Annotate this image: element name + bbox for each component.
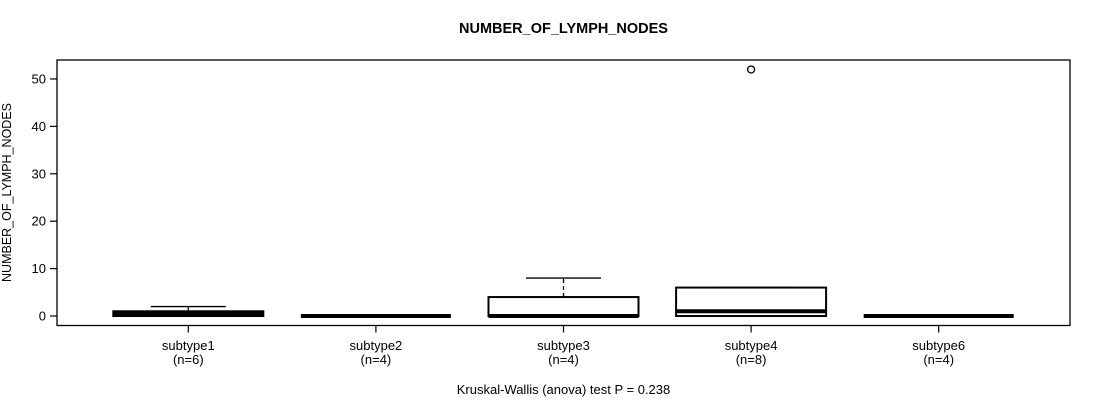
box — [487, 296, 640, 318]
x-axis-sublabel: (n=6) — [173, 352, 204, 367]
x-axis-label: subtype3 — [537, 338, 590, 353]
x-axis-label: subtype6 — [912, 338, 965, 353]
outlier-point — [746, 65, 756, 74]
y-tick-label: 0 — [39, 309, 46, 324]
caption-kruskal-wallis: Kruskal-Wallis (anova) test P = 0.238 — [457, 382, 671, 397]
y-tick-label: 30 — [32, 166, 46, 181]
y-tick-label: 20 — [32, 214, 46, 229]
x-axis-label: subtype4 — [725, 338, 778, 353]
x-axis-sublabel: (n=8) — [736, 352, 767, 367]
plot-area: 01020304050subtype1(n=6)subtype2(n=4)sub… — [32, 59, 1071, 367]
y-axis-title: NUMBER_OF_LYMPH_NODES — [0, 103, 14, 282]
y-tick-label: 40 — [32, 119, 46, 134]
plot-frame — [56, 59, 1071, 327]
y-tick-label: 10 — [32, 261, 46, 276]
x-axis-sublabel: (n=4) — [923, 352, 954, 367]
x-axis-label: subtype2 — [350, 338, 403, 353]
y-tick-label: 50 — [32, 71, 46, 86]
chart-title: NUMBER_OF_LYMPH_NODES — [459, 21, 668, 37]
x-axis-label: subtype1 — [162, 338, 215, 353]
x-axis-sublabel: (n=4) — [548, 352, 579, 367]
x-axis-sublabel: (n=4) — [361, 352, 392, 367]
